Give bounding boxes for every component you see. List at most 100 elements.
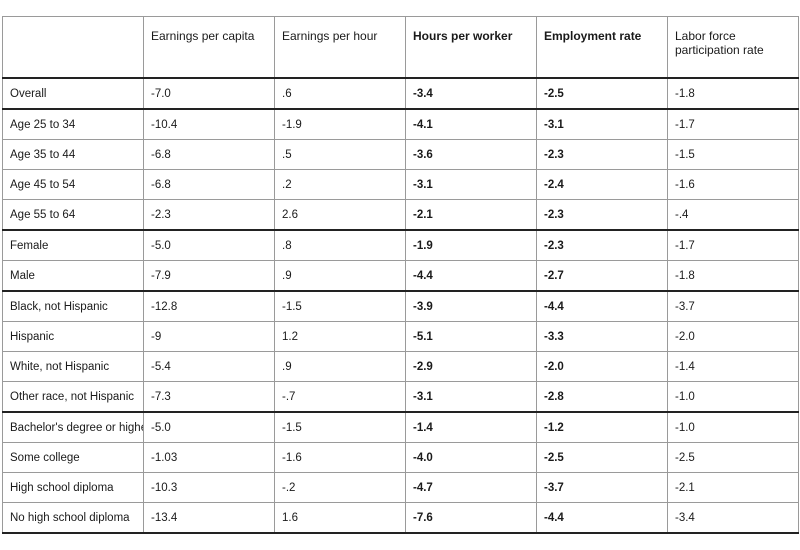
value-cell: -7.3 (143, 381, 275, 413)
value-cell: -5.4 (143, 351, 275, 382)
header-cell-employment-rate: Employment rate (536, 16, 668, 79)
table-row: Female -5.0.8 -1.9 -2.3 -1.7 (2, 229, 799, 261)
header-cell-row-label (2, 16, 144, 79)
value-cell: -3.1 (405, 381, 537, 413)
value-cell: -1.9 (405, 229, 537, 261)
value-cell: .8 (274, 229, 406, 261)
table-row: Hispanic -9 1.2 -5.1 -3.3 -2.0 (2, 321, 799, 352)
row-label-cell: Black, not Hispanic (2, 290, 144, 322)
value-cell: -2.0 (667, 321, 799, 352)
header-cell-hours-per-worker: Hours per worker (405, 16, 537, 79)
value-cell: -5.0 (143, 411, 275, 443)
value-cell: -1.5 (667, 139, 799, 170)
value-cell: -2.5 (536, 77, 668, 110)
value-cell: -1.5 (274, 411, 406, 443)
header-cell-labor-force-participation-rate: Labor force participation rate (667, 16, 799, 79)
value-cell: -1.0 (667, 411, 799, 443)
value-cell: -2.7 (536, 260, 668, 292)
value-cell: .6 (274, 77, 406, 110)
table-row: No high school diploma -13.4 1.6 -7.6 -4.4 -3… (2, 502, 799, 534)
value-cell: -1.0 (667, 381, 799, 413)
value-cell: -6.8 (143, 169, 275, 200)
value-cell: -2.3 (143, 199, 275, 231)
value-cell: -12.8 (143, 290, 275, 322)
value-cell: -2.4 (536, 169, 668, 200)
table-row: Some college -1.03 -1.6 -4.0 -2.5 -2.5 (2, 442, 799, 473)
value-cell: -4.4 (536, 502, 668, 534)
value-cell: -3.7 (667, 290, 799, 322)
header-cell-earnings-per-capita: Earnings per capita (143, 16, 275, 79)
value-cell: -1.7 (667, 108, 799, 140)
value-cell: -9 (143, 321, 275, 352)
value-cell: -2.1 (405, 199, 537, 231)
value-cell: -1.6 (667, 169, 799, 200)
table-row: Overall -7.0.6 -3.4 -2.5 -1.8 (2, 77, 799, 110)
value-cell: -5.1 (405, 321, 537, 352)
table-row: Other race, not Hispanic -7.3 -.7 -3.1 -2.8-… (2, 381, 799, 413)
row-label-cell: Hispanic (2, 321, 144, 352)
table-row: White, not Hispanic -5.4.9 -2.9 -2.0 -1.4 (2, 351, 799, 382)
row-label-cell: Bachelor's degree or higher (2, 411, 144, 443)
row-label-cell: Age 25 to 34 (2, 108, 144, 140)
row-label-cell: Age 35 to 44 (2, 139, 144, 170)
value-cell: -6.8 (143, 139, 275, 170)
data-table-container: Earnings per capita Earnings per hour Ho… (2, 16, 799, 534)
value-cell: -2.5 (536, 442, 668, 473)
value-cell: .2 (274, 169, 406, 200)
value-cell: -2.8 (536, 381, 668, 413)
value-cell: -2.9 (405, 351, 537, 382)
value-cell: -3.4 (405, 77, 537, 110)
row-label-cell: Female (2, 229, 144, 261)
row-label-cell: Age 55 to 64 (2, 199, 144, 231)
value-cell: -1.2 (536, 411, 668, 443)
row-label-cell: Age 45 to 54 (2, 169, 144, 200)
table-row: Black, not Hispanic -12.8 -1.5 -3.9 -4.4 -3.7 (2, 290, 799, 322)
value-cell: -1.4 (667, 351, 799, 382)
value-cell: -2.3 (536, 199, 668, 231)
table-row: Male -7.9.9 -4.4 -2.7 -1.8 (2, 260, 799, 292)
value-cell: -1.03 (143, 442, 275, 473)
value-cell: -5.0 (143, 229, 275, 261)
value-cell: -4.1 (405, 108, 537, 140)
row-label-cell: Overall (2, 77, 144, 110)
value-cell: .9 (274, 260, 406, 292)
value-cell: -4.4 (405, 260, 537, 292)
value-cell: -4.4 (536, 290, 668, 322)
value-cell: -1.8 (667, 260, 799, 292)
value-cell: -4.0 (405, 442, 537, 473)
row-label-cell: Male (2, 260, 144, 292)
value-cell: -2.3 (536, 229, 668, 261)
value-cell: -2.0 (536, 351, 668, 382)
value-cell: -3.6 (405, 139, 537, 170)
row-label-cell: White, not Hispanic (2, 351, 144, 382)
value-cell: -1.4 (405, 411, 537, 443)
table-header-row: Earnings per capita Earnings per hour Ho… (2, 16, 799, 79)
table-row: Bachelor's degree or higher -5.0 -1.5 -1.4-… (2, 411, 799, 443)
value-cell: -3.9 (405, 290, 537, 322)
value-cell: -1.9 (274, 108, 406, 140)
value-cell: -10.4 (143, 108, 275, 140)
row-label-cell: Other race, not Hispanic (2, 381, 144, 413)
value-cell: -3.4 (667, 502, 799, 534)
value-cell: 2.6 (274, 199, 406, 231)
table-row: Age 45 to 54 -6.8.2 -3.1 -2.4 -1.6 (2, 169, 799, 200)
table-body: Overall -7.0.6 -3.4 -2.5 -1.8 Age 25 to 34 -10… (2, 77, 799, 534)
value-cell: -13.4 (143, 502, 275, 534)
value-cell: -1.5 (274, 290, 406, 322)
table-row: High school diploma -10.3 -.2 -4.7 -3.7 -2.1 (2, 472, 799, 503)
value-cell: -2.3 (536, 139, 668, 170)
value-cell: -2.5 (667, 442, 799, 473)
row-label-cell: No high school diploma (2, 502, 144, 534)
row-label-cell: High school diploma (2, 472, 144, 503)
value-cell: 1.6 (274, 502, 406, 534)
value-cell: -.2 (274, 472, 406, 503)
value-cell: -7.0 (143, 77, 275, 110)
value-cell: .9 (274, 351, 406, 382)
value-cell: -10.3 (143, 472, 275, 503)
value-cell: -.4 (667, 199, 799, 231)
row-label-cell: Some college (2, 442, 144, 473)
value-cell: -1.8 (667, 77, 799, 110)
value-cell: -3.3 (536, 321, 668, 352)
value-cell: -2.1 (667, 472, 799, 503)
table-row: Age 55 to 64 -2.3 2.6 -2.1 -2.3 -.4 (2, 199, 799, 231)
